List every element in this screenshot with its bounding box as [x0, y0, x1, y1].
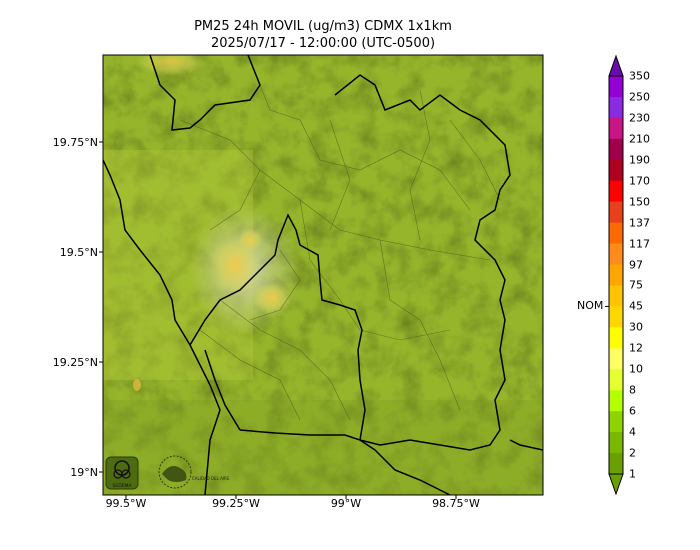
svg-text:CALIDAD DEL AIRE: CALIDAD DEL AIRE — [192, 476, 230, 481]
colorbar-segment — [609, 264, 623, 286]
lon-label: 99.25°W — [212, 497, 260, 510]
colorbar-tick-label: 10 — [629, 362, 643, 376]
colorbar-tick-label: 230 — [629, 111, 650, 125]
colorbar-tick-label: 117 — [629, 237, 650, 251]
lon-label: 98.75°W — [432, 497, 480, 510]
colorbar-segment — [609, 201, 623, 224]
lat-label: 19.75°N — [52, 136, 98, 149]
colorbar-segment — [609, 243, 623, 266]
svg-text:SEDEMA: SEDEMA — [113, 483, 133, 489]
nom-marker-label: NOM — [577, 299, 604, 313]
state-boundaries — [103, 55, 543, 495]
map-timestamp: 2025/07/17 - 12:00:00 (UTC-0500) — [210, 36, 436, 51]
colorbar-tick-label: 45 — [629, 299, 643, 313]
map-frame — [102, 54, 544, 496]
lat-label: 19.25°N — [52, 356, 98, 369]
lat-label: 19°N — [70, 466, 98, 479]
colorbar-segment — [609, 432, 623, 454]
colorbar-segment — [609, 96, 623, 119]
colorbar-segment — [609, 327, 623, 349]
colorbar-segment — [609, 285, 623, 307]
colorbar-segment — [609, 138, 623, 161]
colorbar-segment — [609, 453, 623, 475]
lon-label: 99°W — [330, 497, 362, 510]
colorbar-segment — [609, 159, 623, 182]
colorbar-segment — [609, 222, 623, 245]
colorbar-tick-label: 97 — [629, 258, 643, 272]
colorbar-tick-label: 2 — [629, 446, 636, 460]
colorbar-tick-label: 250 — [629, 90, 650, 104]
colorbar-tick-label: 4 — [629, 425, 636, 439]
colorbar-min-extend — [608, 473, 624, 496]
terrain-background — [103, 55, 543, 495]
lon-label: 99.5°W — [105, 497, 147, 510]
colorbar-segment — [609, 306, 623, 328]
axis-ticks — [99, 141, 457, 499]
colorbar-segment — [609, 390, 623, 412]
colorbar-segment — [609, 348, 623, 370]
air-quality-logo: CALIDAD DEL AIRE — [158, 455, 230, 489]
colorbar-tick-label: 350 — [629, 69, 650, 83]
sedema-logo: SEDEMA — [105, 456, 139, 490]
colorbar-segment — [609, 180, 623, 203]
colorbar-tick-label: 12 — [629, 341, 643, 355]
colorbar-tick-label: 150 — [629, 195, 650, 209]
colorbar-tick-label: 75 — [629, 278, 643, 292]
colorbar-tick-label: 8 — [629, 383, 636, 397]
lat-label: 19.5°N — [59, 246, 98, 259]
colorbar-max-extend — [608, 54, 624, 77]
colorbar-tick-label: 210 — [629, 132, 650, 146]
colorbar-tick-label: 170 — [629, 174, 650, 188]
colorbar-tick-label: 190 — [629, 153, 650, 167]
colorbar-tick-label: 6 — [629, 404, 636, 418]
colorbar-tick-label: 30 — [629, 320, 643, 334]
map-title: PM25 24h MOVIL (ug/m3) CDMX 1x1km — [194, 19, 452, 34]
colorbar-segment — [609, 76, 623, 98]
colorbar-tick-label: 1 — [629, 467, 636, 481]
colorbar-tick-label: 137 — [629, 216, 650, 230]
colorbar-segment — [609, 411, 623, 433]
colorbar-segment — [609, 117, 623, 140]
colorbar-segment — [609, 369, 623, 391]
